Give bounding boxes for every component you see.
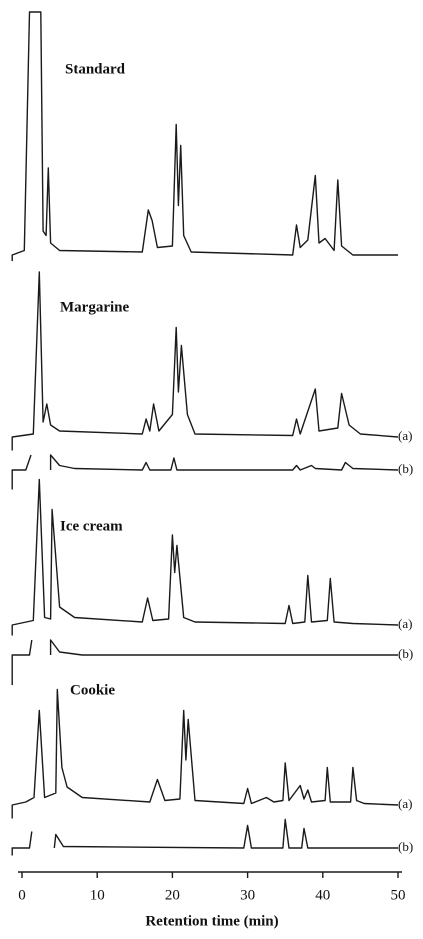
trace bbox=[11, 11, 398, 261]
trace bbox=[11, 271, 399, 451]
x-tick-label: 20 bbox=[165, 887, 180, 903]
panel-title: Cookie bbox=[70, 682, 115, 698]
trace bbox=[11, 818, 398, 856]
panel-title: Ice cream bbox=[60, 518, 123, 534]
x-tick-label: 50 bbox=[391, 887, 406, 903]
series-label: (b) bbox=[398, 461, 413, 476]
x-tick-label: 0 bbox=[18, 887, 26, 903]
series-label: (a) bbox=[398, 428, 412, 443]
x-tick-label: 10 bbox=[90, 887, 105, 903]
trace bbox=[11, 478, 399, 636]
x-tick-label: 40 bbox=[315, 887, 330, 903]
trace bbox=[11, 688, 399, 819]
series-label: (b) bbox=[398, 646, 413, 661]
trace bbox=[11, 454, 399, 490]
trace bbox=[11, 639, 398, 685]
series-label: (a) bbox=[398, 616, 412, 631]
series-label: (a) bbox=[398, 796, 412, 811]
x-tick-label: 30 bbox=[240, 887, 255, 903]
panel-title: Standard bbox=[65, 61, 126, 77]
series-label: (b) bbox=[398, 839, 413, 854]
x-axis-title: Retention time (min) bbox=[145, 913, 278, 929]
panel-title: Margarine bbox=[60, 299, 129, 315]
